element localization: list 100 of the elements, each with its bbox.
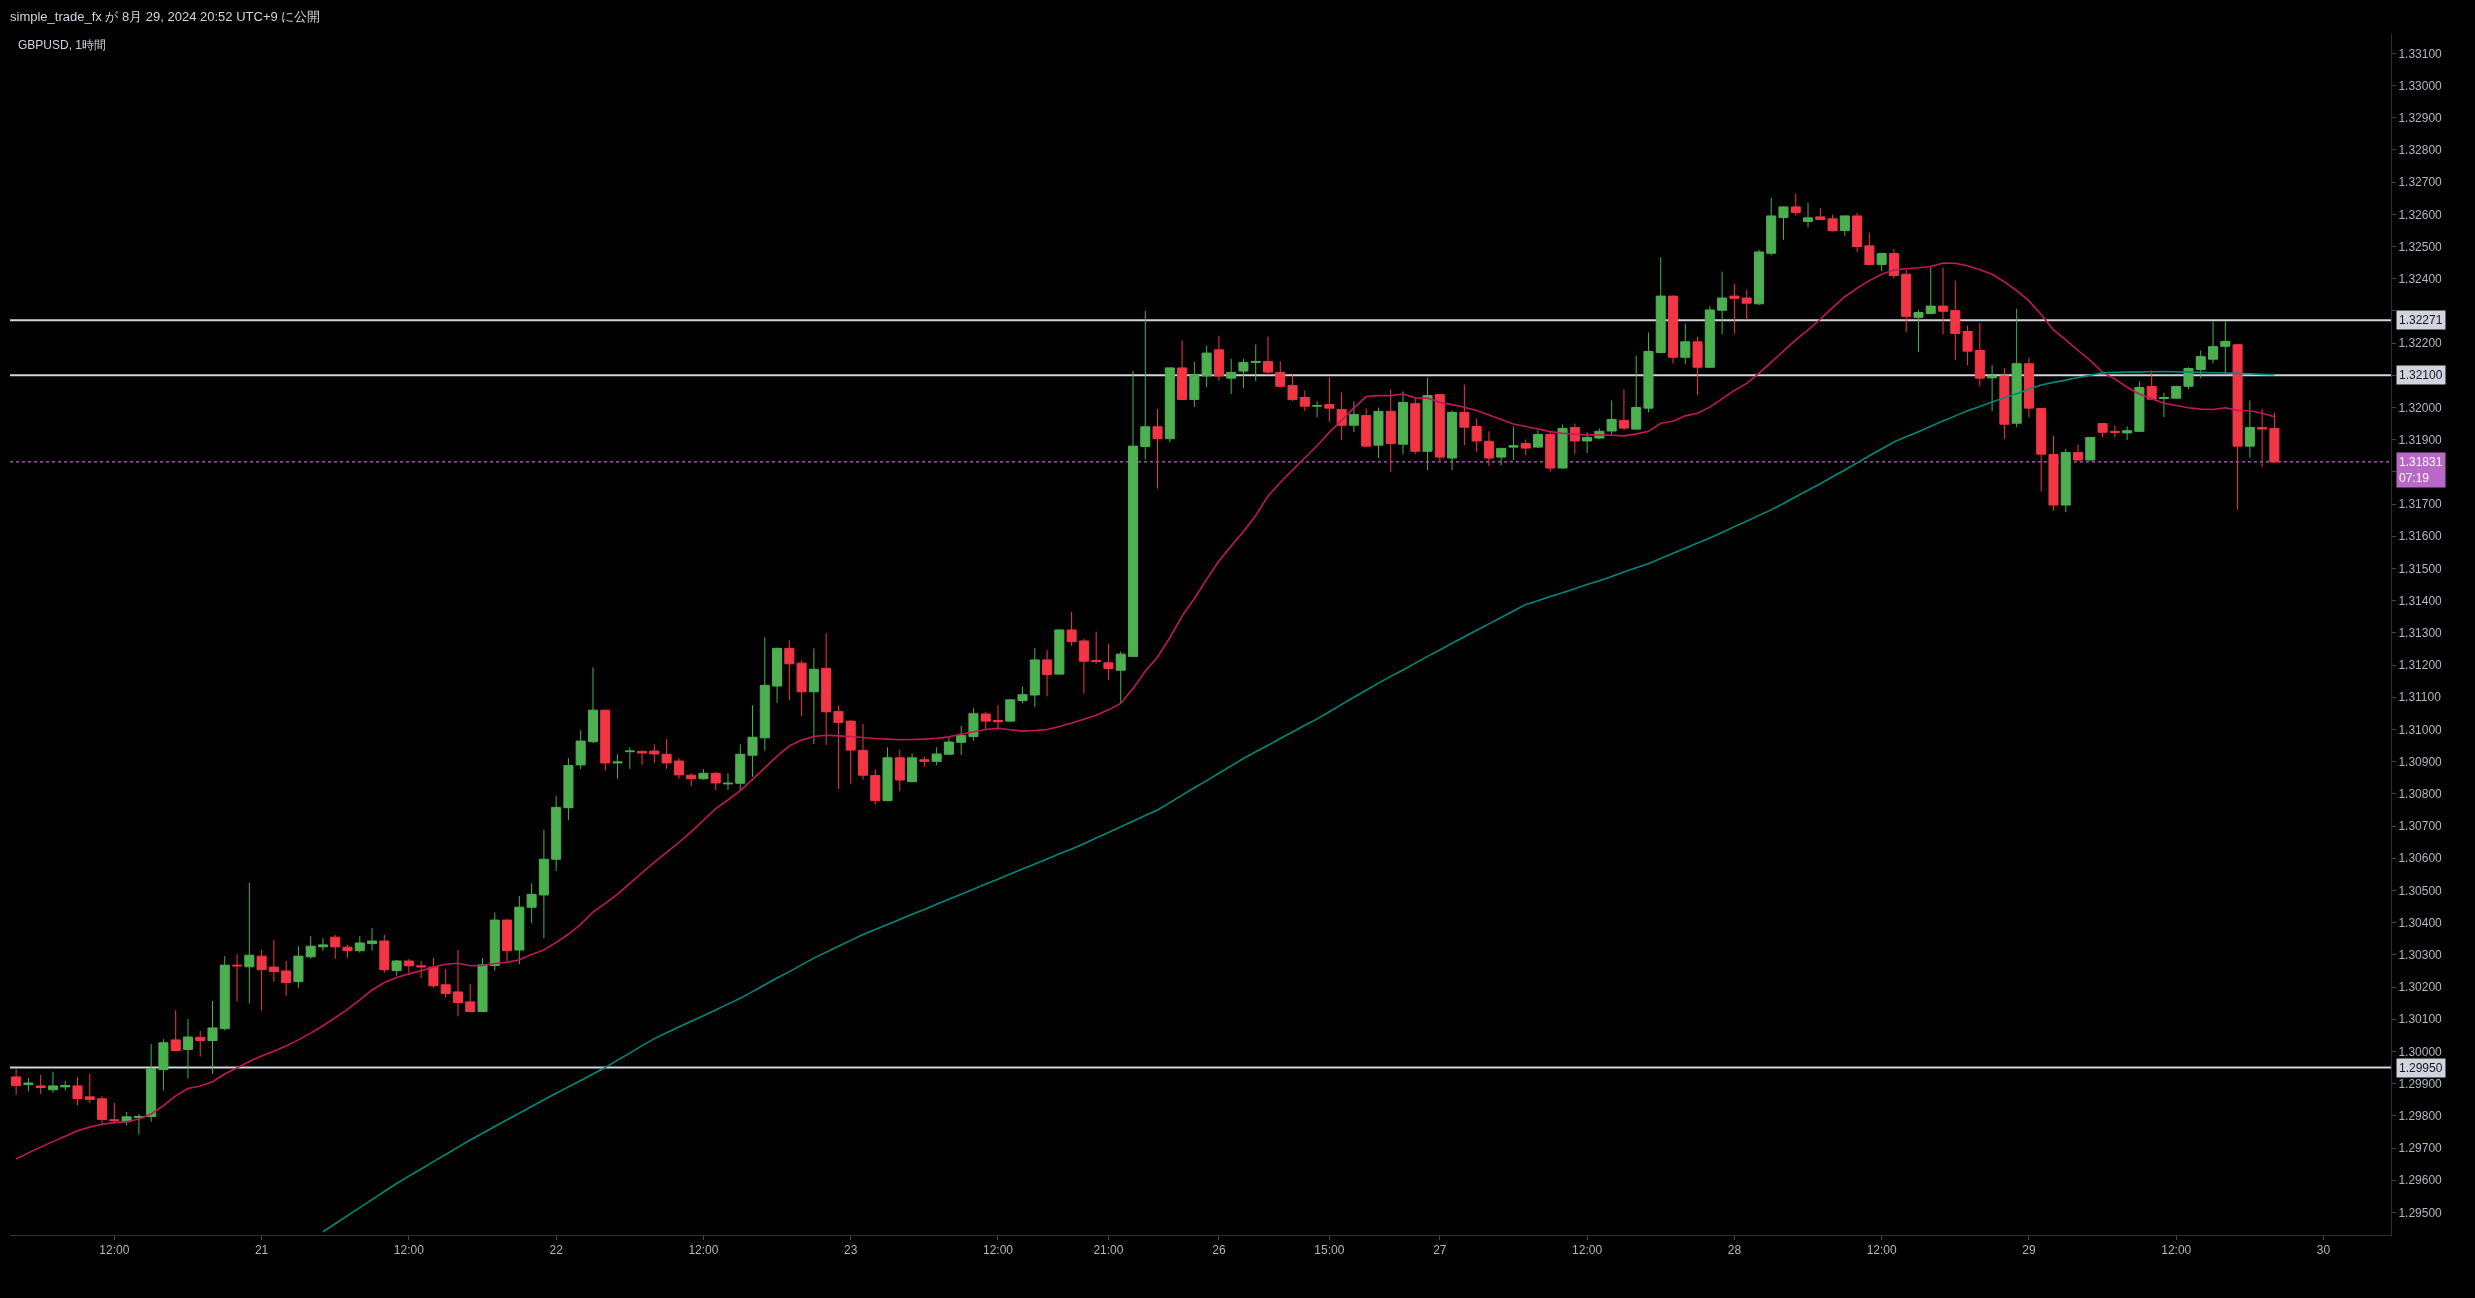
candlestick (1925, 265, 1936, 315)
candlestick (857, 723, 869, 781)
candlestick (2257, 408, 2268, 468)
candlestick (330, 934, 341, 960)
candlestick (1655, 256, 1666, 354)
candlestick (1901, 269, 1912, 333)
candlestick (919, 756, 930, 768)
y-tick-label: 1.32800 (2398, 143, 2443, 158)
candlestick (1005, 698, 1016, 723)
candlestick (1017, 686, 1028, 704)
candlestick (1582, 431, 1593, 454)
candlestick (317, 937, 328, 952)
candlestick (1103, 643, 1114, 681)
candlestick (1631, 355, 1642, 431)
candlestick (440, 968, 451, 998)
candlestick (1066, 611, 1077, 647)
x-tick-label: 12:00 (1572, 1243, 1603, 1258)
candlestick (2232, 343, 2243, 511)
candlestick (563, 757, 574, 821)
candlestick (1029, 647, 1040, 708)
candlestick (1717, 271, 1728, 335)
candlestick (1275, 360, 1286, 388)
candlestick (428, 957, 439, 989)
candlestick (1876, 252, 1887, 272)
candlestick (391, 959, 402, 977)
candlestick (2244, 399, 2255, 459)
candlestick (710, 771, 721, 791)
y-tick-label: 1.31600 (2398, 529, 2443, 544)
candlestick (1888, 248, 1899, 279)
y-tick-label: 1.31200 (2398, 658, 2443, 673)
candlestick (1618, 388, 1629, 431)
candlestick (1508, 426, 1519, 461)
candlestick (1545, 431, 1556, 473)
candlestick (1287, 374, 1298, 402)
y-tick-label: 1.30300 (2398, 948, 2443, 963)
candlestick (2073, 444, 2084, 462)
candlestick (600, 709, 611, 772)
candlestick (1299, 389, 1310, 412)
candlestick (907, 752, 918, 783)
candlestick (11, 1068, 22, 1096)
y-tick-label: 1.29500 (2398, 1205, 2443, 1220)
chart-title: GBPUSD, 1時間 (18, 38, 107, 53)
candlestick (1667, 294, 1679, 364)
candlestick (1643, 331, 1654, 413)
candlestick (1483, 430, 1494, 467)
candlestick (281, 960, 292, 997)
candlestick (1692, 336, 1703, 396)
candlestick (821, 632, 832, 746)
candlestick (1520, 438, 1531, 456)
candlestick (268, 939, 279, 983)
y-tick-label: 1.30900 (2398, 754, 2443, 769)
candlestick (1532, 429, 1544, 449)
candlestick (293, 945, 304, 989)
x-tick-label: 22 (549, 1243, 564, 1258)
candlestick (342, 944, 353, 959)
candlestick (1140, 310, 1151, 460)
y-tick-label: 1.29900 (2398, 1076, 2443, 1091)
candlestick (158, 1038, 169, 1091)
candlestick (1091, 631, 1102, 665)
candlestick (489, 911, 500, 972)
candlestick (1962, 325, 1973, 366)
candlestick (992, 704, 1004, 731)
candlestick (2060, 448, 2071, 513)
x-tick-label: 12:00 (982, 1243, 1014, 1258)
y-tick-label: 1.33000 (2398, 78, 2443, 93)
candlestick (1569, 423, 1580, 455)
candlestick (84, 1073, 95, 1104)
candlestick (1766, 197, 1777, 257)
candlestick (182, 1018, 193, 1080)
y-tick-label: 1.32500 (2398, 239, 2443, 254)
candlestick (747, 704, 758, 778)
candlestick (1839, 214, 1850, 237)
candlestick (673, 757, 684, 780)
candlestick (1778, 205, 1789, 241)
y-tick-label: 1.30400 (2398, 915, 2443, 930)
y-tick-label: 1.30800 (2398, 787, 2443, 802)
candlestick (170, 1009, 181, 1052)
candlestick (2097, 422, 2108, 438)
candlestick (256, 949, 267, 1012)
x-tick-label: 30 (2316, 1243, 2331, 1258)
candlestick (1312, 400, 1323, 418)
candlestick (575, 729, 586, 770)
candlestick (354, 935, 365, 954)
candlestick (943, 737, 954, 756)
candlestick (808, 647, 819, 745)
x-tick-label: 12:00 (99, 1243, 130, 1258)
candlestick (1999, 367, 2010, 440)
candlestick (980, 711, 991, 730)
y-tick-label: 1.31400 (2398, 593, 2443, 608)
y-tick-label: 1.31700 (2398, 497, 2443, 512)
candlestick (1974, 322, 1985, 387)
candlestick (1790, 193, 1801, 217)
candlestick (870, 768, 881, 806)
candlestick (133, 1113, 144, 1136)
ref-line-label: 1.31831 07:19 (2399, 455, 2443, 485)
y-tick-label: 1.29600 (2398, 1173, 2443, 1188)
candlestick (1262, 336, 1274, 376)
candlestick (882, 746, 893, 802)
candlestick (2146, 369, 2157, 401)
candlestick (1864, 232, 1875, 266)
